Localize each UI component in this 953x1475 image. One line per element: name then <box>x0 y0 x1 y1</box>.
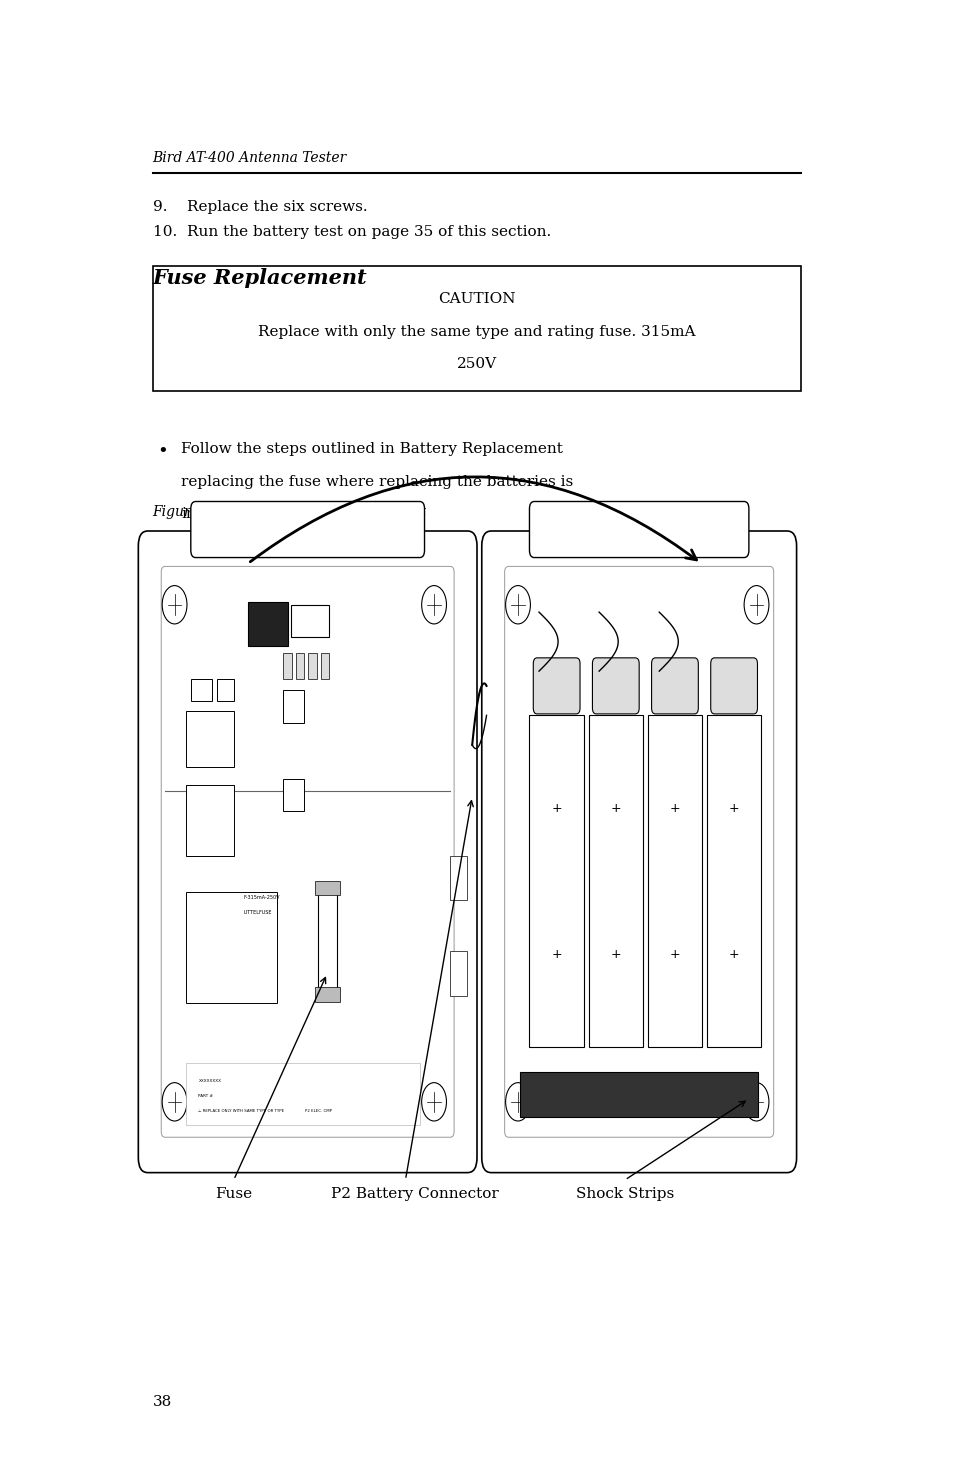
Bar <box>529 715 583 1047</box>
Text: LITTELFUSE: LITTELFUSE <box>243 910 272 914</box>
Bar <box>191 678 212 701</box>
Bar <box>314 881 339 895</box>
Bar <box>308 653 316 678</box>
Text: Follow the steps outlined in Battery Replacement: Follow the steps outlined in Battery Rep… <box>181 442 562 456</box>
Text: Replace with only the same type and rating fuse. 315mA: Replace with only the same type and rati… <box>258 324 695 338</box>
Text: Bird AT-400 Antenna Tester: Bird AT-400 Antenna Tester <box>152 152 347 165</box>
Text: P2 Battery Connector: P2 Battery Connector <box>331 1187 498 1201</box>
Bar <box>283 690 304 723</box>
Text: +: + <box>551 802 561 814</box>
Text: +: + <box>728 802 739 814</box>
Bar <box>283 653 292 678</box>
Text: +: + <box>669 802 679 814</box>
FancyBboxPatch shape <box>651 658 698 714</box>
FancyBboxPatch shape <box>504 566 773 1137</box>
Bar <box>295 653 304 678</box>
Bar <box>647 715 701 1047</box>
Text: 9.    Replace the six screws.: 9. Replace the six screws. <box>152 201 367 214</box>
Bar <box>291 605 329 637</box>
Text: XXXXXXXX: XXXXXXXX <box>198 1080 221 1083</box>
Bar <box>320 653 329 678</box>
Text: ⚠ REPLACE ONLY WITH SAME TYPE OR TYPE: ⚠ REPLACE ONLY WITH SAME TYPE OR TYPE <box>198 1109 284 1112</box>
Bar <box>216 678 233 701</box>
Bar <box>186 785 233 856</box>
Text: •: • <box>157 442 168 460</box>
Text: 10.  Run the battery test on page 35 of this section.: 10. Run the battery test on page 35 of t… <box>152 226 550 239</box>
Bar <box>450 951 467 996</box>
Text: P2 ELEC. CMP: P2 ELEC. CMP <box>305 1109 332 1112</box>
Text: replacing the fuse where replacing the batteries is: replacing the fuse where replacing the b… <box>181 475 573 488</box>
Text: +: + <box>728 948 739 960</box>
Text: +: + <box>669 948 679 960</box>
Text: +: + <box>551 948 561 960</box>
Text: Shock Strips: Shock Strips <box>576 1187 673 1201</box>
Text: +: + <box>610 802 620 814</box>
FancyBboxPatch shape <box>161 566 454 1137</box>
FancyBboxPatch shape <box>592 658 639 714</box>
FancyBboxPatch shape <box>481 531 796 1173</box>
FancyBboxPatch shape <box>529 502 748 558</box>
Text: +: + <box>610 948 620 960</box>
Bar <box>588 715 642 1047</box>
FancyArrowPatch shape <box>250 476 696 562</box>
Text: CAUTION: CAUTION <box>437 292 516 305</box>
Text: 38: 38 <box>152 1395 172 1409</box>
Text: Fuse Replacement: Fuse Replacement <box>152 267 367 288</box>
FancyBboxPatch shape <box>191 502 424 558</box>
Bar <box>519 1072 758 1117</box>
Text: Fuse: Fuse <box>215 1187 252 1201</box>
Bar <box>186 1063 419 1125</box>
Text: Figure 16  Battery / Fuse Replacement: Figure 16 Battery / Fuse Replacement <box>152 506 426 519</box>
Text: indicated.: indicated. <box>181 507 257 521</box>
FancyBboxPatch shape <box>138 531 476 1173</box>
Bar <box>317 892 336 988</box>
FancyBboxPatch shape <box>710 658 757 714</box>
Bar <box>152 266 801 391</box>
Text: F-315mA-250V: F-315mA-250V <box>243 895 279 900</box>
Text: PART #: PART # <box>198 1094 213 1097</box>
FancyBboxPatch shape <box>533 658 579 714</box>
Bar <box>283 779 304 811</box>
Bar <box>186 892 276 1003</box>
Bar <box>450 855 467 900</box>
Bar <box>248 602 288 646</box>
Bar <box>314 987 339 1002</box>
Text: 250V: 250V <box>456 357 497 370</box>
Bar <box>706 715 760 1047</box>
Bar <box>186 711 233 767</box>
